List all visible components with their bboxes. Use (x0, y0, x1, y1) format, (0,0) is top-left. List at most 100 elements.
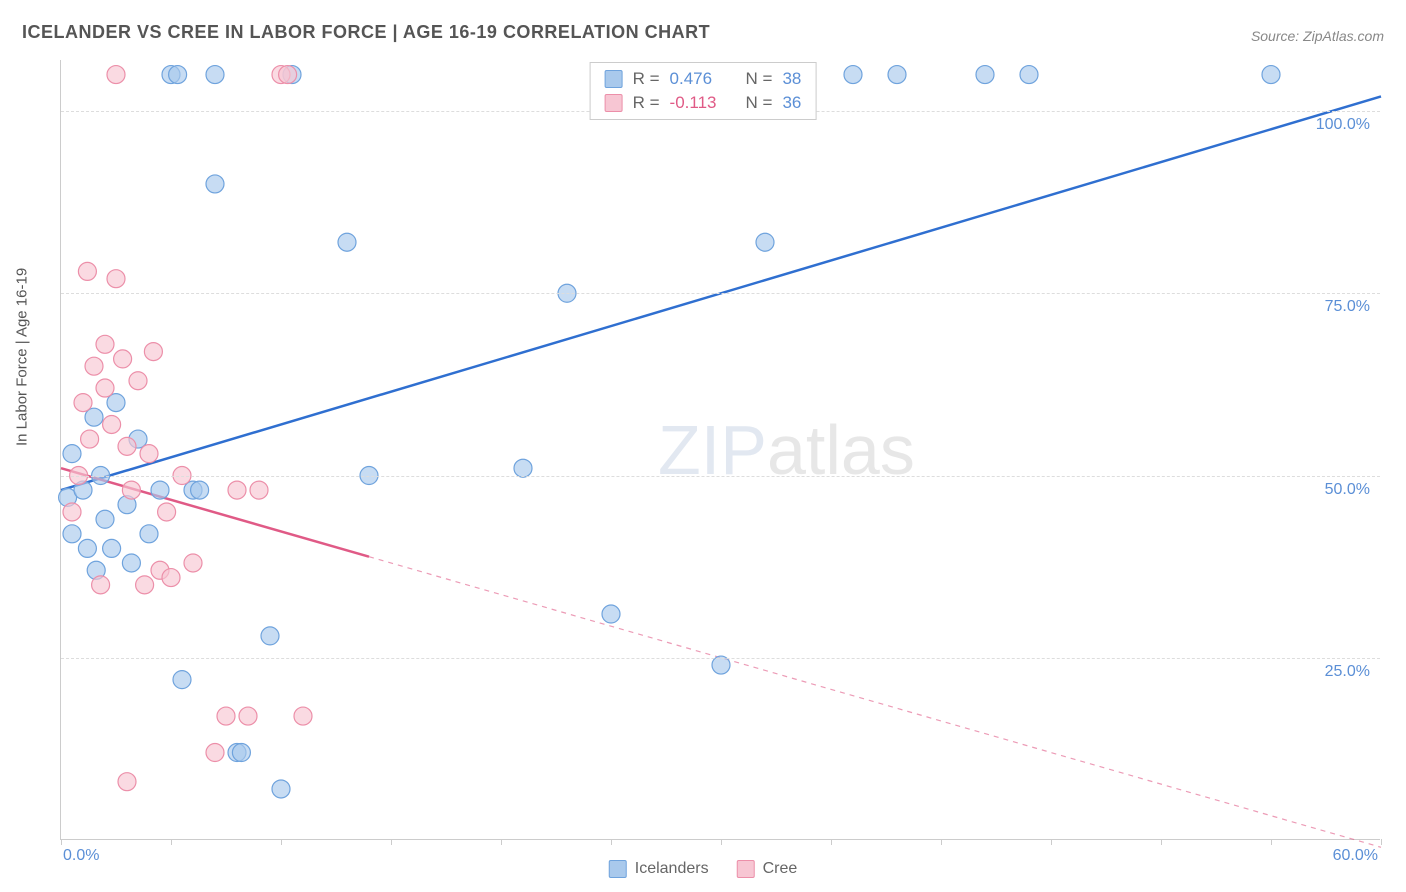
scatter-point-cree (92, 576, 110, 594)
scatter-point-icelanders (976, 66, 994, 84)
scatter-point-cree (279, 66, 297, 84)
legend-swatch (609, 860, 627, 878)
scatter-point-cree (217, 707, 235, 725)
grid-line (61, 293, 1380, 294)
legend-swatch (605, 70, 623, 88)
legend-item: Cree (737, 860, 798, 878)
r-label: R = (633, 93, 660, 113)
x-tick (1051, 839, 1052, 845)
r-value: -0.113 (670, 93, 728, 113)
y-axis-label: In Labor Force | Age 16-19 (14, 268, 31, 446)
scatter-point-icelanders (78, 539, 96, 557)
n-label: N = (746, 69, 773, 89)
x-tick (611, 839, 612, 845)
scatter-point-cree (140, 445, 158, 463)
scatter-point-cree (184, 554, 202, 572)
legend-label: Icelanders (635, 860, 709, 878)
x-tick (281, 839, 282, 845)
scatter-point-cree (144, 343, 162, 361)
plot-area: ZIPatlas 25.0%50.0%75.0%100.0%0.0%60.0% (60, 60, 1380, 840)
scatter-point-icelanders (272, 780, 290, 798)
scatter-point-cree (107, 270, 125, 288)
scatter-point-icelanders (169, 66, 187, 84)
scatter-point-icelanders (173, 671, 191, 689)
scatter-point-icelanders (261, 627, 279, 645)
scatter-point-cree (206, 744, 224, 762)
scatter-point-cree (294, 707, 312, 725)
x-tick (941, 839, 942, 845)
plot-svg (61, 60, 1380, 839)
source-attribution: Source: ZipAtlas.com (1251, 28, 1384, 44)
scatter-point-cree (96, 379, 114, 397)
x-tick-label: 60.0% (1333, 847, 1378, 865)
x-tick (61, 839, 62, 845)
scatter-point-icelanders (191, 481, 209, 499)
scatter-point-cree (118, 773, 136, 791)
legend-item: Icelanders (609, 860, 709, 878)
scatter-point-cree (129, 372, 147, 390)
scatter-point-icelanders (206, 175, 224, 193)
y-tick-label: 75.0% (1325, 298, 1370, 316)
scatter-point-icelanders (602, 605, 620, 623)
regression-line-dashed-cree (369, 557, 1381, 848)
r-value: 0.476 (670, 69, 728, 89)
x-tick-label: 0.0% (63, 847, 99, 865)
scatter-point-cree (162, 569, 180, 587)
n-label: N = (746, 93, 773, 113)
scatter-point-cree (107, 66, 125, 84)
chart-title: ICELANDER VS CREE IN LABOR FORCE | AGE 1… (22, 22, 710, 43)
x-tick (391, 839, 392, 845)
x-tick (1271, 839, 1272, 845)
scatter-point-icelanders (103, 539, 121, 557)
scatter-point-cree (250, 481, 268, 499)
legend-swatch (605, 94, 623, 112)
scatter-point-cree (78, 262, 96, 280)
stats-legend-row: R = 0.476 N = 38 (605, 67, 802, 91)
scatter-point-cree (81, 430, 99, 448)
stats-legend-row: R = -0.113 N = 36 (605, 91, 802, 115)
scatter-point-icelanders (888, 66, 906, 84)
scatter-point-icelanders (232, 744, 250, 762)
scatter-point-cree (114, 350, 132, 368)
scatter-point-cree (122, 481, 140, 499)
x-tick (721, 839, 722, 845)
scatter-point-icelanders (63, 525, 81, 543)
scatter-point-icelanders (338, 233, 356, 251)
x-tick (831, 839, 832, 845)
scatter-point-icelanders (206, 66, 224, 84)
x-tick (1381, 839, 1382, 845)
y-tick-label: 100.0% (1316, 116, 1370, 134)
n-value: 38 (782, 69, 801, 89)
scatter-point-cree (239, 707, 257, 725)
scatter-point-icelanders (63, 445, 81, 463)
scatter-point-cree (96, 335, 114, 353)
scatter-point-icelanders (1262, 66, 1280, 84)
scatter-point-icelanders (1020, 66, 1038, 84)
scatter-point-icelanders (140, 525, 158, 543)
scatter-point-cree (118, 437, 136, 455)
scatter-point-icelanders (122, 554, 140, 572)
scatter-point-icelanders (96, 510, 114, 528)
legend-label: Cree (763, 860, 798, 878)
y-tick-label: 25.0% (1325, 663, 1370, 681)
scatter-point-cree (136, 576, 154, 594)
scatter-point-cree (85, 357, 103, 375)
y-tick-label: 50.0% (1325, 481, 1370, 499)
scatter-point-icelanders (756, 233, 774, 251)
scatter-point-cree (74, 394, 92, 412)
bottom-legend: Icelanders Cree (609, 860, 798, 878)
correlation-chart: ICELANDER VS CREE IN LABOR FORCE | AGE 1… (0, 0, 1406, 892)
r-label: R = (633, 69, 660, 89)
x-tick (1161, 839, 1162, 845)
scatter-point-cree (158, 503, 176, 521)
grid-line (61, 476, 1380, 477)
scatter-point-icelanders (844, 66, 862, 84)
scatter-point-cree (63, 503, 81, 521)
scatter-point-cree (103, 415, 121, 433)
n-value: 36 (782, 93, 801, 113)
scatter-point-cree (228, 481, 246, 499)
x-tick (171, 839, 172, 845)
stats-legend: R = 0.476 N = 38 R = -0.113 N = 36 (590, 62, 817, 120)
legend-swatch (737, 860, 755, 878)
scatter-point-icelanders (151, 481, 169, 499)
